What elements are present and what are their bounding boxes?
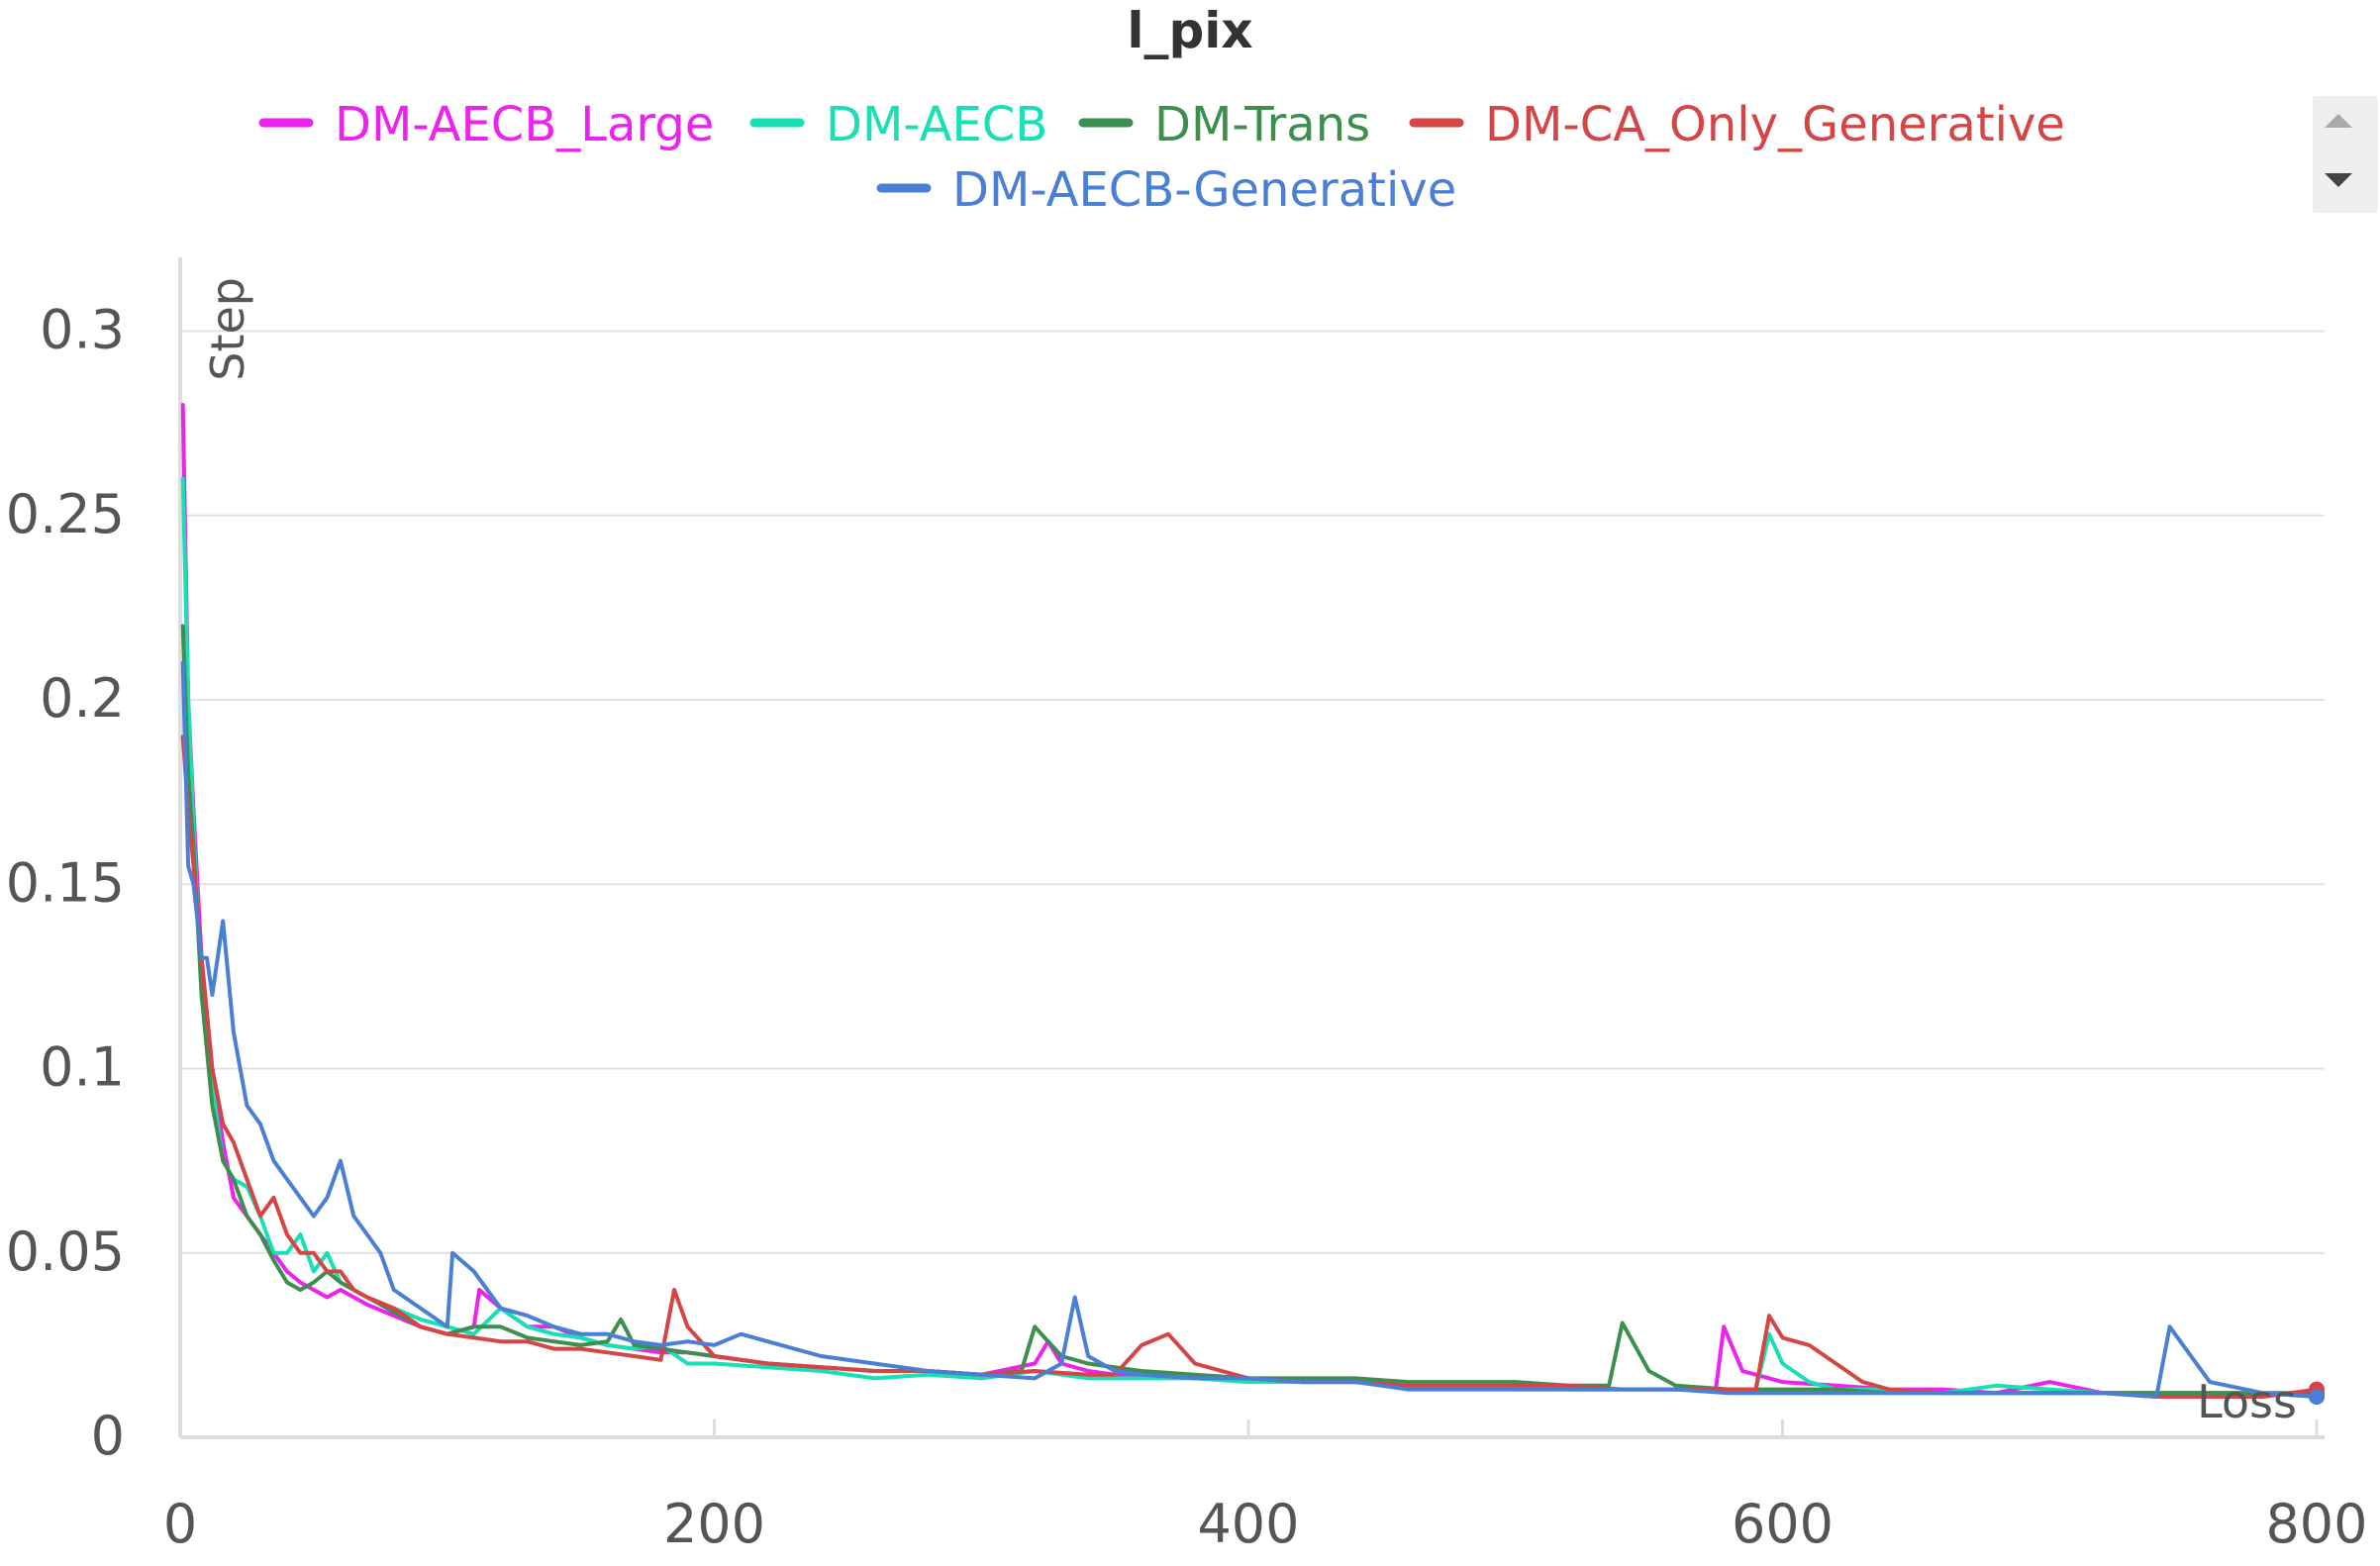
x-axis-label: Step (201, 277, 254, 381)
legend: DM-AECB_Large DM-AECB DM-Trans DM-CA_Only_G… (258, 97, 2065, 218)
x-tick-label: 200 (663, 1493, 765, 1555)
scroll-up-icon[interactable] (2325, 114, 2352, 128)
y-tick-label: 0 (91, 1405, 125, 1467)
series-line-0 (180, 403, 2319, 1399)
y-tick-label: 0.05 (6, 1221, 125, 1283)
series-end-point-4 (2309, 1389, 2325, 1406)
legend-label: DM-AECB (826, 97, 1047, 152)
x-tick-label: 600 (1732, 1493, 1834, 1555)
series-line-1 (180, 476, 2319, 1399)
x-tick-label: 800 (2265, 1493, 2367, 1555)
series-group (180, 403, 2325, 1406)
legend-label: DM-CA_Only_Generative (1485, 97, 2065, 152)
y-tick-label: 0.15 (6, 851, 125, 914)
grid (180, 330, 2325, 1254)
legend-scroll-control[interactable] (2313, 96, 2378, 213)
scroll-down-icon[interactable] (2325, 173, 2352, 187)
y-tick-label: 0.3 (40, 299, 125, 361)
legend-label: DM-Trans (1154, 97, 1370, 152)
series-line-3 (180, 734, 2319, 1399)
axes: 0 0.05 0.1 0.15 0.2 0.25 0.3 0 200 400 600 800 (6, 257, 2368, 1555)
y-axis-label: Loss (2197, 1375, 2297, 1428)
y-tick-label: 0.25 (6, 483, 125, 545)
x-tick-label: 400 (1197, 1493, 1299, 1555)
y-tick-label: 0.1 (40, 1036, 125, 1099)
x-tick-label: 0 (163, 1493, 197, 1555)
y-tick-label: 0.2 (40, 667, 125, 730)
legend-label: DM-AECB_Large (335, 97, 714, 152)
legend-label: DM-AECB-Generative (952, 162, 1456, 218)
series-line-2 (180, 624, 2319, 1396)
chart-title: l_pix (1127, 2, 1252, 59)
series-line-4 (180, 660, 2319, 1399)
